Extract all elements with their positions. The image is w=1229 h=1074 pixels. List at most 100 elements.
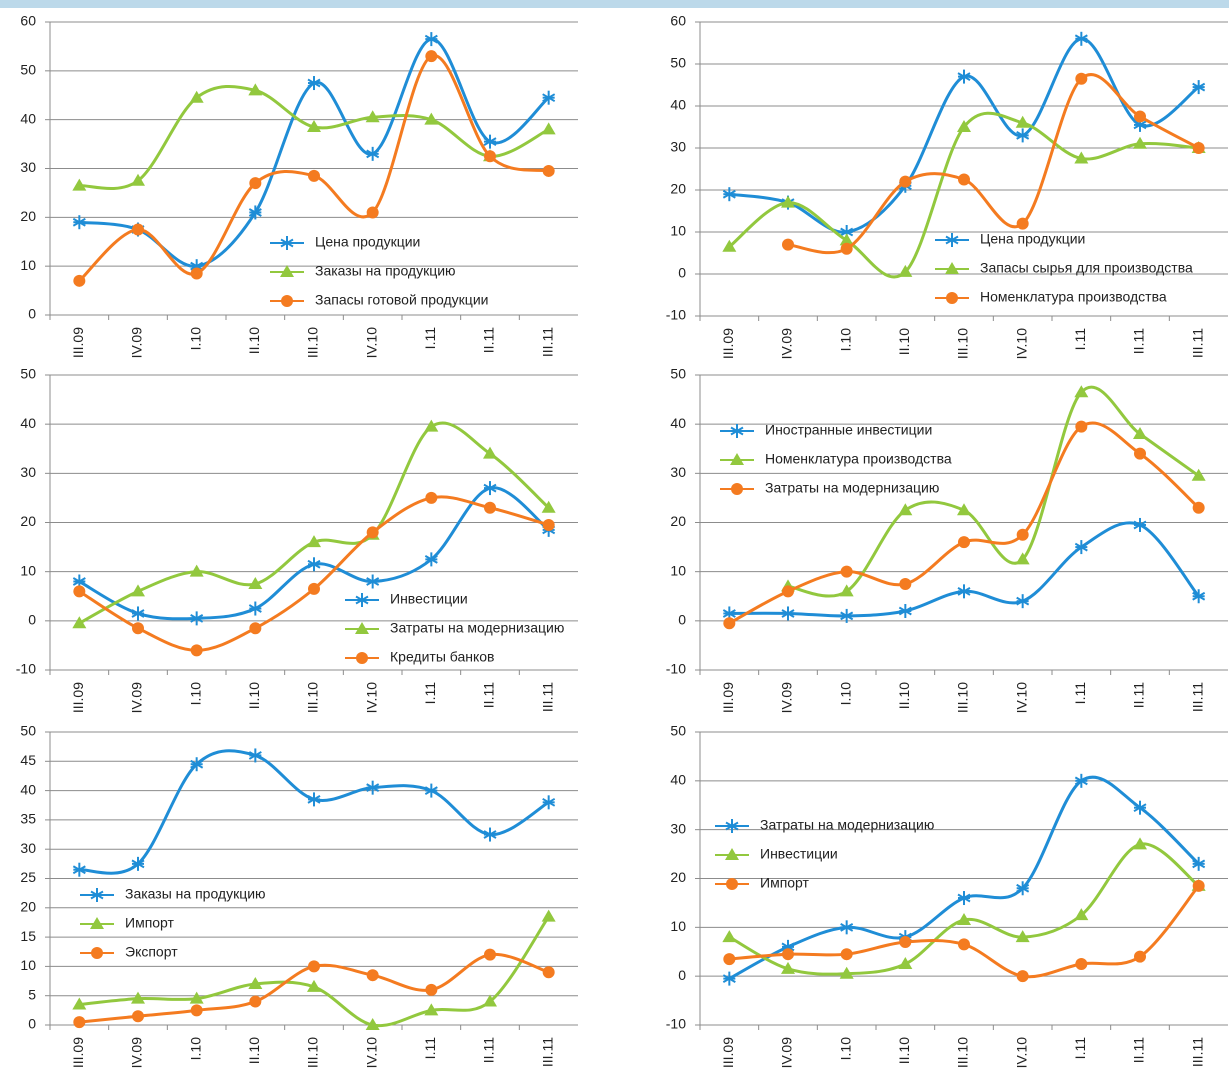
- marker: [958, 938, 970, 951]
- y-tick-label: 30: [670, 464, 686, 480]
- x-tick-label: III.11: [1189, 1037, 1205, 1067]
- legend-label: Номенклатура производства: [980, 289, 1167, 305]
- y-tick-label: 10: [20, 957, 36, 973]
- marker: [839, 584, 854, 597]
- marker: [1074, 540, 1088, 555]
- marker-shape: [132, 223, 144, 236]
- marker-shape: [723, 953, 736, 966]
- marker-shape: [424, 1003, 439, 1016]
- x-tick-label: I.11: [1072, 1037, 1088, 1060]
- marker: [898, 264, 913, 277]
- marker: [899, 935, 912, 948]
- marker: [483, 827, 497, 842]
- marker: [366, 780, 380, 795]
- marker: [722, 930, 737, 943]
- y-tick-label: -10: [666, 307, 686, 323]
- marker-shape: [1015, 115, 1030, 128]
- marker: [307, 119, 321, 132]
- marker-shape: [190, 644, 203, 657]
- y-tick-label: 40: [20, 781, 36, 797]
- marker: [840, 608, 854, 623]
- marker: [726, 878, 738, 890]
- marker: [1015, 930, 1030, 943]
- marker: [131, 584, 145, 597]
- marker: [1133, 800, 1147, 815]
- marker: [483, 446, 497, 459]
- series-line: [729, 37, 1200, 234]
- marker: [189, 90, 204, 103]
- y-tick-label: 30: [670, 139, 686, 155]
- x-tick-label: III.10: [955, 682, 971, 713]
- marker: [1074, 385, 1089, 398]
- marker-shape: [366, 969, 379, 982]
- y-tick-label: 10: [670, 562, 686, 578]
- marker: [355, 593, 369, 607]
- marker: [957, 69, 971, 84]
- marker: [72, 997, 87, 1010]
- marker-shape: [307, 979, 321, 992]
- series-line: [728, 111, 1199, 279]
- y-tick-label: 40: [20, 415, 36, 431]
- marker: [356, 652, 368, 664]
- marker-shape: [957, 120, 971, 132]
- marker: [425, 491, 438, 504]
- y-tick-label: 20: [670, 513, 686, 529]
- marker-shape: [1015, 930, 1030, 943]
- y-tick-label: 40: [670, 97, 686, 113]
- marker-shape: [1134, 110, 1146, 123]
- x-tick-label: III.09: [70, 682, 86, 713]
- legend-label: Инвестиции: [760, 846, 838, 862]
- x-tick-label: II.10: [246, 682, 262, 709]
- x-tick-label: II.10: [896, 328, 912, 355]
- marker: [365, 110, 380, 123]
- y-tick-label: 30: [20, 840, 36, 856]
- marker: [190, 757, 204, 772]
- marker: [898, 503, 913, 516]
- marker: [1016, 881, 1030, 896]
- y-tick-label: 25: [20, 869, 36, 885]
- marker-shape: [1016, 217, 1029, 230]
- series-line: [79, 37, 550, 268]
- marker: [782, 948, 794, 961]
- marker: [1191, 468, 1206, 481]
- x-tick-label: III.09: [720, 328, 736, 359]
- marker: [731, 483, 743, 495]
- marker-shape: [1192, 142, 1205, 154]
- marker-shape: [782, 238, 794, 251]
- marker-shape: [839, 966, 854, 979]
- marker: [1192, 879, 1205, 892]
- marker: [90, 917, 104, 929]
- x-tick-label: III.11: [539, 1037, 555, 1067]
- y-tick-label: 0: [678, 265, 686, 281]
- x-tick-label: III.09: [720, 1037, 736, 1068]
- marker: [781, 961, 795, 974]
- marker: [90, 888, 104, 902]
- marker: [730, 453, 744, 465]
- y-tick-label: 40: [670, 772, 686, 788]
- top-band: [0, 0, 1229, 8]
- marker: [484, 150, 496, 163]
- y-tick-label: 50: [20, 62, 36, 78]
- marker: [72, 616, 87, 629]
- marker-shape: [945, 262, 959, 274]
- marker: [248, 976, 263, 989]
- marker: [782, 585, 794, 598]
- y-tick-label: 10: [670, 223, 686, 239]
- marker: [898, 604, 912, 618]
- marker: [1075, 72, 1088, 85]
- x-tick-label: II.11: [481, 327, 497, 353]
- marker-shape: [1134, 447, 1146, 460]
- marker-shape: [308, 169, 320, 182]
- series-line: [79, 84, 550, 191]
- marker: [840, 948, 853, 961]
- marker-shape: [730, 453, 744, 465]
- marker: [484, 501, 496, 514]
- marker-shape: [840, 565, 853, 578]
- marker: [483, 134, 497, 149]
- marker: [957, 584, 971, 599]
- marker: [308, 960, 320, 973]
- marker: [248, 205, 262, 220]
- marker: [1016, 128, 1030, 143]
- x-tick-label: I.10: [187, 1037, 203, 1061]
